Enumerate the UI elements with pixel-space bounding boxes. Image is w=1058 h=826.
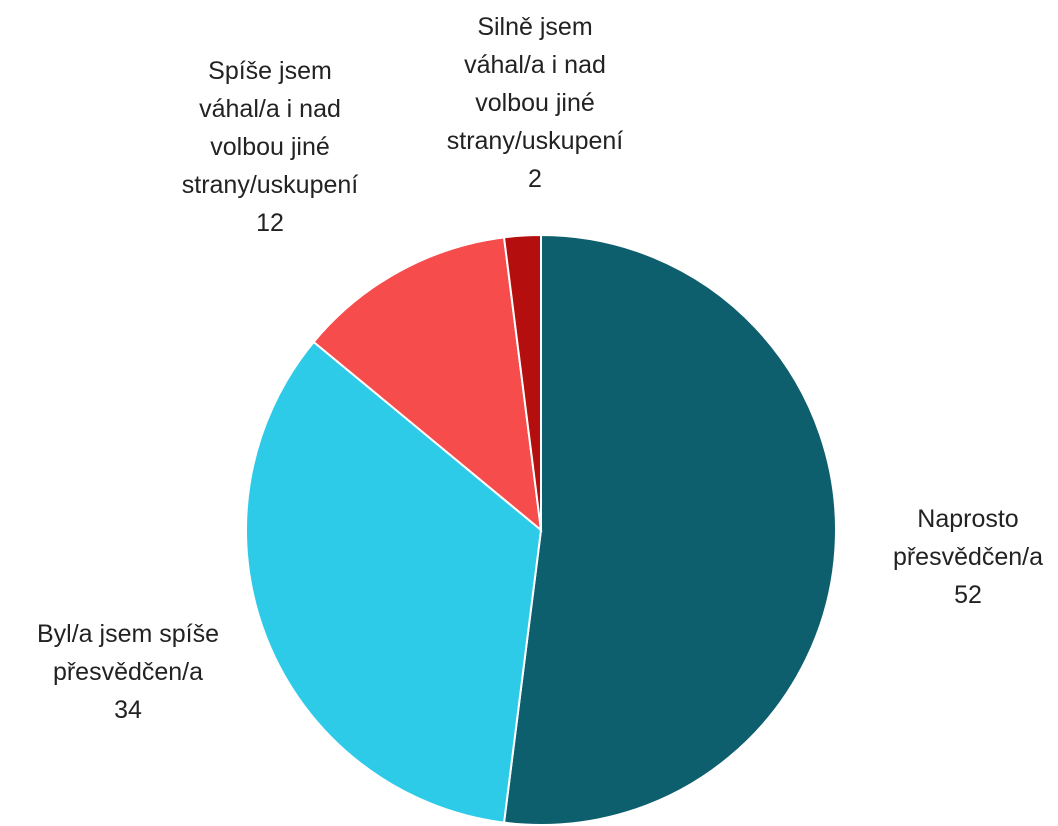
data-label: Naprosto přesvědčen/a 52 (878, 500, 1058, 614)
label-value: 52 (954, 581, 982, 609)
pie-slice (312, 236, 543, 533)
pie-slice (502, 233, 542, 531)
label-value: 2 (528, 165, 542, 193)
data-label: Silně jsem váhal/a i nad volbou jiné str… (445, 8, 625, 198)
data-label: Byl/a jsem spíše přesvědčen/a 34 (23, 615, 233, 729)
pie-slice (502, 233, 837, 826)
label-name: Spíše jsem váhal/a i nad volbou jiné str… (181, 57, 359, 199)
label-name: Naprosto přesvědčen/a (892, 505, 1044, 571)
label-value: 12 (256, 209, 284, 237)
label-name: Silně jsem váhal/a i nad volbou jiné str… (446, 13, 624, 155)
label-value: 34 (114, 696, 142, 724)
label-name: Byl/a jsem spíše přesvědčen/a (36, 620, 219, 686)
pie-slice (245, 340, 543, 824)
data-label: Spíše jsem váhal/a i nad volbou jiné str… (180, 52, 360, 242)
